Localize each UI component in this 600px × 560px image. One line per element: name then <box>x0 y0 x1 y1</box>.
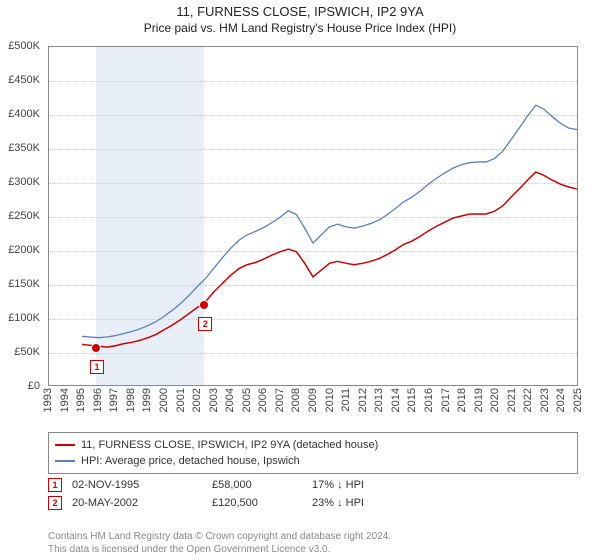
x-tick-label: 1993 <box>42 388 54 412</box>
x-tick-label: 1998 <box>125 388 137 412</box>
x-tick-label: 1996 <box>92 388 104 412</box>
x-tick-label: 2022 <box>522 388 534 412</box>
sale-date: 20-MAY-2002 <box>72 497 202 509</box>
y-tick-label: £450K <box>8 74 40 86</box>
sale-row: 1 02-NOV-1995 £58,000 17% ↓ HPI <box>48 476 578 494</box>
sale-dot-1 <box>91 343 101 353</box>
x-tick-label: 2011 <box>340 388 352 412</box>
sale-dot-2 <box>199 300 209 310</box>
legend-row: HPI: Average price, detached house, Ipsw… <box>55 453 571 469</box>
attribution-line1: Contains HM Land Registry data © Crown c… <box>48 530 578 543</box>
y-tick-label: £500K <box>8 40 40 52</box>
x-tick-label: 2024 <box>555 388 567 412</box>
x-tick-label: 2015 <box>406 388 418 412</box>
x-tick-label: 2021 <box>506 388 518 412</box>
legend: 11, FURNESS CLOSE, IPSWICH, IP2 9YA (det… <box>48 432 578 474</box>
x-tick-label: 2008 <box>290 388 302 412</box>
sale-row-marker: 2 <box>48 496 62 510</box>
title-subtitle: Price paid vs. HM Land Registry's House … <box>0 21 600 35</box>
sale-hpi-diff: 23% ↓ HPI <box>312 497 412 509</box>
x-axis-labels: 1993199419951996199719981999200020012002… <box>48 388 578 428</box>
x-tick-label: 2025 <box>572 388 584 412</box>
x-tick-label: 2023 <box>539 388 551 412</box>
x-tick-label: 1999 <box>141 388 153 412</box>
x-tick-label: 2002 <box>191 388 203 412</box>
x-tick-label: 2019 <box>473 388 485 412</box>
x-tick-label: 2020 <box>489 388 501 412</box>
y-tick-label: £0 <box>28 380 40 392</box>
y-tick-label: £200K <box>8 244 40 256</box>
y-tick-label: £100K <box>8 312 40 324</box>
x-tick-label: 2010 <box>324 388 336 412</box>
y-tick-label: £50K <box>14 346 40 358</box>
sale-price: £58,000 <box>212 479 302 491</box>
legend-row: 11, FURNESS CLOSE, IPSWICH, IP2 9YA (det… <box>55 437 571 453</box>
y-axis-labels: £0£50K£100K£150K£200K£250K£300K£350K£400… <box>0 46 44 386</box>
sale-marker-1: 1 <box>90 360 104 374</box>
x-tick-label: 2001 <box>175 388 187 412</box>
x-tick-label: 2007 <box>274 388 286 412</box>
x-tick-label: 1997 <box>108 388 120 412</box>
attribution: Contains HM Land Registry data © Crown c… <box>48 530 578 556</box>
x-tick-label: 2013 <box>373 388 385 412</box>
x-tick-label: 2014 <box>390 388 402 412</box>
series-hpi <box>82 105 577 338</box>
line-layer <box>49 47 577 385</box>
sale-marker-2: 2 <box>198 317 212 331</box>
attribution-line2: This data is licensed under the Open Gov… <box>48 543 578 556</box>
y-tick-label: £150K <box>8 278 40 290</box>
title-address: 11, FURNESS CLOSE, IPSWICH, IP2 9YA <box>0 4 600 19</box>
x-tick-label: 2000 <box>158 388 170 412</box>
chart-area: 12 <box>48 46 578 386</box>
x-tick-label: 2006 <box>257 388 269 412</box>
x-tick-label: 2017 <box>440 388 452 412</box>
legend-label: HPI: Average price, detached house, Ipsw… <box>81 455 300 467</box>
sale-row: 2 20-MAY-2002 £120,500 23% ↓ HPI <box>48 494 578 512</box>
sale-hpi-diff: 17% ↓ HPI <box>312 479 412 491</box>
y-tick-label: £250K <box>8 210 40 222</box>
x-tick-label: 2016 <box>423 388 435 412</box>
x-tick-label: 2005 <box>241 388 253 412</box>
x-tick-label: 2009 <box>307 388 319 412</box>
x-tick-label: 2003 <box>208 388 220 412</box>
x-tick-label: 1995 <box>75 388 87 412</box>
sales-table: 1 02-NOV-1995 £58,000 17% ↓ HPI 2 20-MAY-2002… <box>48 476 578 512</box>
legend-label: 11, FURNESS CLOSE, IPSWICH, IP2 9YA (det… <box>81 439 378 451</box>
sale-row-marker: 1 <box>48 478 62 492</box>
y-tick-label: £300K <box>8 176 40 188</box>
x-tick-label: 2018 <box>456 388 468 412</box>
plot-region: 12 <box>48 46 578 386</box>
x-tick-label: 2012 <box>357 388 369 412</box>
sale-price: £120,500 <box>212 497 302 509</box>
x-tick-label: 1994 <box>59 388 71 412</box>
sale-date: 02-NOV-1995 <box>72 479 202 491</box>
y-tick-label: £400K <box>8 108 40 120</box>
legend-swatch <box>55 444 75 446</box>
legend-swatch <box>55 460 75 462</box>
x-tick-label: 2004 <box>224 388 236 412</box>
y-tick-label: £350K <box>8 142 40 154</box>
